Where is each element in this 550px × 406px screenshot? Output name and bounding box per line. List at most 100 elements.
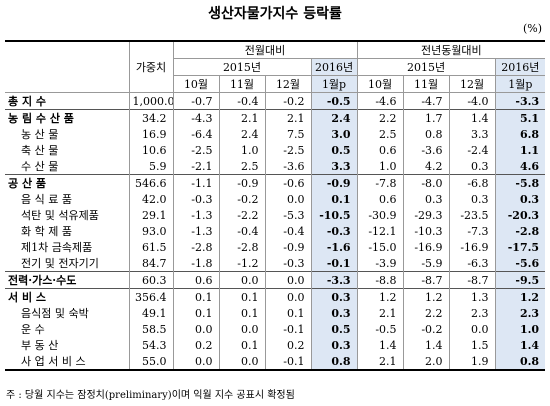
value-cell: 1.4 (448, 109, 496, 126)
month-header: 10월 (172, 75, 219, 93)
value-cell: -5.6 (494, 255, 546, 272)
value-cell: -1.3 (172, 207, 219, 223)
value-cell: 2.5 (356, 126, 404, 142)
value-cell: -0.4 (218, 223, 265, 239)
value-cell: 1.7 (402, 109, 450, 126)
row-label: 음식점 및 숙박 (21, 306, 89, 320)
value-cell: 2.2 (402, 305, 450, 321)
value-cell: -2.8 (172, 239, 219, 255)
weight-cell: 49.1 (128, 305, 173, 321)
value-cell: 2.1 (356, 305, 404, 321)
value-cell: 0.6 (356, 142, 404, 158)
value-cell: 1.0 (218, 142, 265, 158)
value-cell: 0.0 (264, 191, 311, 207)
item-row: 석탄 및 석유제품 29.1 -1.3 -2.2 -5.3 -10.5 -30.9 -29.3… (5, 207, 546, 223)
value-cell: -0.9 (218, 174, 265, 191)
unit: (%) (522, 22, 542, 35)
value-cell: -8.7 (402, 271, 450, 289)
value-cell: 2.4 (218, 126, 265, 142)
value-cell: 2.2 (356, 109, 404, 126)
value-cell: -2.4 (448, 142, 496, 158)
weight-cell: 356.4 (128, 288, 173, 305)
value-cell: -7.8 (356, 174, 404, 191)
value-cell: -2.5 (172, 142, 219, 158)
item-row: 부 동 산 54.3 0.2 0.1 0.2 0.3 1.4 1.4 1.5 1.4 (5, 337, 546, 353)
corner-cell (5, 40, 129, 93)
weight-cell: 5.9 (128, 158, 173, 175)
value-cell: 1.3 (448, 288, 496, 305)
item-row: 운 수 58.5 0.0 0.0 -0.1 0.5 -0.5 -0.2 0.0 1.0 (5, 321, 546, 337)
item-row: 사 업 서 비 스 55.0 0.0 0.0 -0.1 0.8 2.1 2.0 1.9 0.8 (5, 353, 546, 371)
header-row: 가중치 전월대비 전년동월대비 (5, 40, 546, 93)
value-cell: -5.8 (494, 174, 546, 191)
value-cell: 2.0 (402, 353, 450, 371)
title: 생산자물가지수 등락률 (208, 6, 342, 22)
item-row: 축 산 물 10.6 -2.5 1.0 -2.5 0.5 0.6 -3.6 -2.4 1.1 (5, 142, 546, 158)
value-cell: 0.3 (448, 158, 496, 175)
value-cell: 0.8 (494, 353, 546, 371)
value-cell: -0.2 (264, 92, 311, 110)
month-header: 11월 (218, 75, 265, 93)
row-label: 음 식 료 품 (21, 192, 72, 206)
group-row: 공 산 품 546.6 -1.1 -0.9 -0.6 -0.9 -7.8 -8.0 -6.8 -5… (5, 174, 546, 191)
row-label: 전력·가스·수도 (5, 271, 129, 289)
value-cell: 2.1 (264, 109, 311, 126)
value-cell: -1.1 (172, 174, 219, 191)
value-cell: 0.8 (310, 353, 358, 371)
value-cell: 1.9 (448, 353, 496, 371)
value-cell: -6.4 (172, 126, 219, 142)
value-cell: -1.8 (172, 255, 219, 272)
value-cell: 0.6 (172, 271, 219, 289)
value-cell: -0.5 (310, 92, 358, 110)
weight-cell: 93.0 (128, 223, 173, 239)
weight-cell: 546.6 (128, 174, 173, 191)
value-cell: -20.3 (494, 207, 546, 223)
value-cell: -15.0 (356, 239, 404, 255)
value-cell: 1.4 (402, 337, 450, 353)
weight-cell: 58.5 (128, 321, 173, 337)
value-cell: 0.1 (172, 288, 219, 305)
value-cell: -6.3 (448, 255, 496, 272)
month-header: 12월 (448, 75, 496, 93)
value-cell: -0.4 (218, 92, 265, 110)
month-header: 11월 (402, 75, 450, 93)
value-cell: -0.5 (356, 321, 404, 337)
value-cell: -23.5 (448, 207, 496, 223)
value-cell: 5.1 (494, 109, 546, 126)
value-cell: -2.5 (264, 142, 311, 158)
value-cell: -30.9 (356, 207, 404, 223)
group-row: 총 지 수 1,000.0 -0.7 -0.4 -0.2 -0.5 -4.6 -4.7 -4.0… (5, 92, 546, 110)
month-header: 1월p (310, 75, 358, 93)
year-header: 2016년 (494, 58, 546, 76)
item-row: 음식점 및 숙박 49.1 0.1 0.1 0.1 0.3 2.1 2.2 2.3 2.3 (5, 305, 546, 321)
value-cell: -6.8 (448, 174, 496, 191)
value-cell: -4.3 (172, 109, 219, 126)
value-cell: -8.8 (356, 271, 404, 289)
value-cell: 0.2 (264, 337, 311, 353)
value-cell: -0.9 (264, 239, 311, 255)
value-cell: 6.8 (494, 126, 546, 142)
weight-cell: 54.3 (128, 337, 173, 353)
group-row: 서 비 스 356.4 0.1 0.1 0.0 0.3 1.2 1.2 1.3 1.2 (5, 288, 546, 305)
table-header: 가중치 전월대비 전년동월대비 2015년 2016년 2015년 2016년 10월 11월 1… (5, 40, 546, 93)
value-cell: -3.6 (264, 158, 311, 175)
value-cell: 0.8 (402, 126, 450, 142)
value-cell: 1.2 (494, 288, 546, 305)
weight-cell: 60.3 (128, 271, 173, 289)
value-cell: 7.5 (264, 126, 311, 142)
item-row: 전기 및 전자기기 84.7 -1.8 -1.2 -0.3 -0.1 -3.9 -5.9 -6.… (5, 255, 546, 272)
value-cell: -0.1 (310, 255, 358, 272)
value-cell: 4.2 (402, 158, 450, 175)
value-cell: -10.5 (310, 207, 358, 223)
row-label: 석탄 및 석유제품 (21, 208, 99, 222)
value-cell: -17.5 (494, 239, 546, 255)
weight-cell: 10.6 (128, 142, 173, 158)
value-cell: 0.0 (218, 321, 265, 337)
value-cell: -8.7 (448, 271, 496, 289)
value-cell: 0.1 (218, 337, 265, 353)
value-cell: 0.3 (310, 305, 358, 321)
value-cell: -10.3 (402, 223, 450, 239)
value-cell: -0.3 (310, 223, 358, 239)
value-cell: -0.6 (264, 174, 311, 191)
